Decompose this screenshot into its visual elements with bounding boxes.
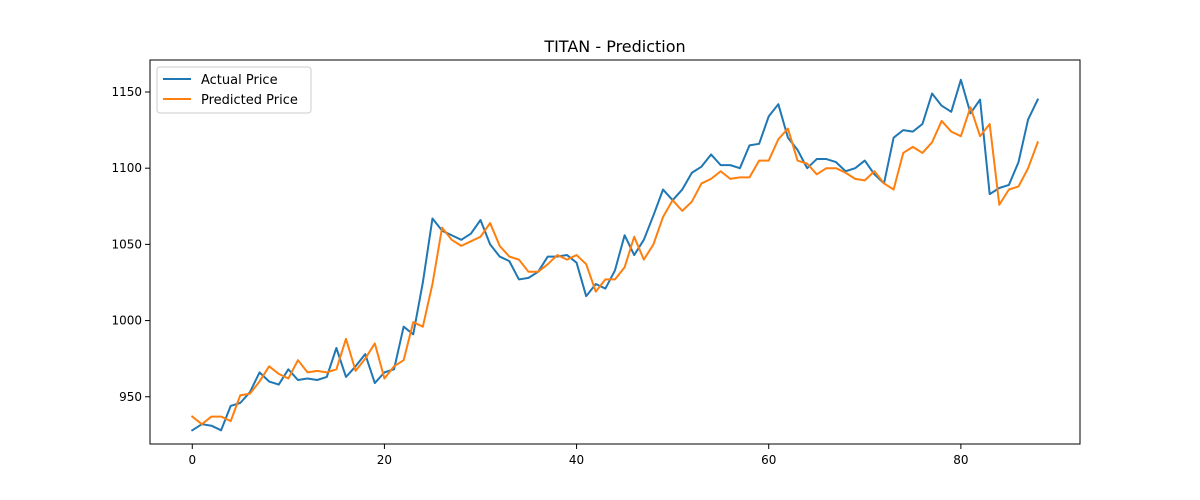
y-tick-label: 1150 — [111, 85, 142, 99]
x-tick-label: 0 — [188, 453, 196, 467]
legend: Actual Price Predicted Price — [156, 66, 312, 114]
legend-box — [156, 66, 312, 114]
series-line-actual-price — [190, 78, 1040, 432]
y-tick-label: 1050 — [111, 237, 142, 251]
chart-title: TITAN - Prediction — [543, 37, 685, 56]
y-tick-label: 950 — [119, 390, 142, 404]
y-tick-label: 1000 — [111, 314, 142, 328]
x-tick-label: 60 — [761, 453, 776, 467]
x-tick-label: 20 — [377, 453, 392, 467]
y-axis: 950 1000 1050 1100 1150 — [111, 85, 150, 404]
series-layer — [190, 78, 1040, 432]
y-tick-label: 1100 — [111, 161, 142, 175]
legend-label-actual-price: Actual Price — [201, 73, 278, 88]
legend-label-predicted-price: Predicted Price — [201, 93, 298, 108]
x-tick-label: 40 — [569, 453, 584, 467]
plot-area — [150, 60, 1080, 444]
plot-frame — [149, 59, 1081, 445]
x-axis: 0 20 40 60 80 — [188, 444, 969, 467]
x-tick-label: 80 — [953, 453, 968, 467]
series-line-predicted-price — [190, 106, 1040, 426]
